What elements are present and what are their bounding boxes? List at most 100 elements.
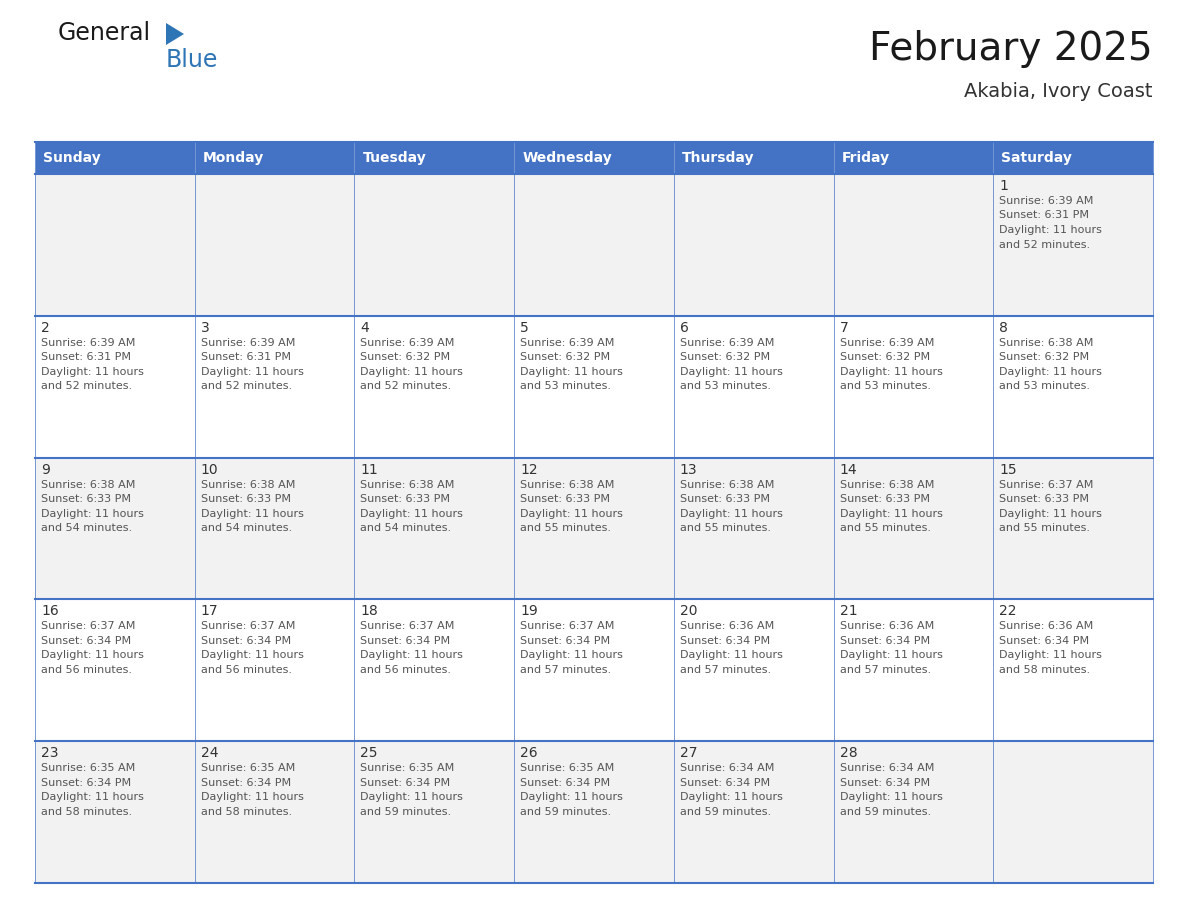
Text: and 58 minutes.: and 58 minutes. (201, 807, 292, 817)
Text: Daylight: 11 hours: Daylight: 11 hours (520, 650, 623, 660)
Text: Daylight: 11 hours: Daylight: 11 hours (42, 367, 144, 376)
Text: Daylight: 11 hours: Daylight: 11 hours (520, 792, 623, 802)
Text: Sunset: 6:31 PM: Sunset: 6:31 PM (201, 353, 291, 363)
Text: Daylight: 11 hours: Daylight: 11 hours (201, 509, 304, 519)
Text: and 54 minutes.: and 54 minutes. (42, 523, 132, 533)
Text: and 55 minutes.: and 55 minutes. (999, 523, 1091, 533)
Text: and 57 minutes.: and 57 minutes. (840, 665, 930, 675)
Text: and 54 minutes.: and 54 minutes. (360, 523, 451, 533)
Bar (834, 316, 993, 457)
Text: and 59 minutes.: and 59 minutes. (680, 807, 771, 817)
Bar (34, 142, 195, 174)
Bar (354, 142, 514, 174)
Text: Sunset: 6:32 PM: Sunset: 6:32 PM (840, 353, 930, 363)
Text: 8: 8 (999, 320, 1009, 335)
Text: 10: 10 (201, 463, 219, 476)
Text: Daylight: 11 hours: Daylight: 11 hours (999, 509, 1102, 519)
Text: and 54 minutes.: and 54 minutes. (201, 523, 292, 533)
Bar (674, 174, 834, 316)
Bar (674, 142, 834, 174)
Bar (993, 599, 1154, 741)
Text: and 58 minutes.: and 58 minutes. (999, 665, 1091, 675)
Text: Sunrise: 6:34 AM: Sunrise: 6:34 AM (840, 763, 934, 773)
Text: and 55 minutes.: and 55 minutes. (680, 523, 771, 533)
Text: Daylight: 11 hours: Daylight: 11 hours (360, 367, 463, 376)
Text: and 53 minutes.: and 53 minutes. (680, 381, 771, 391)
Text: Daylight: 11 hours: Daylight: 11 hours (680, 792, 783, 802)
Bar (34, 174, 195, 316)
Text: Daylight: 11 hours: Daylight: 11 hours (680, 650, 783, 660)
Text: Blue: Blue (166, 48, 219, 72)
Text: Sunrise: 6:38 AM: Sunrise: 6:38 AM (840, 479, 934, 489)
Text: Sunrise: 6:38 AM: Sunrise: 6:38 AM (360, 479, 455, 489)
Text: and 55 minutes.: and 55 minutes. (520, 523, 611, 533)
Bar (834, 142, 993, 174)
Text: and 56 minutes.: and 56 minutes. (42, 665, 132, 675)
Text: Sunrise: 6:35 AM: Sunrise: 6:35 AM (42, 763, 135, 773)
Text: Daylight: 11 hours: Daylight: 11 hours (840, 509, 942, 519)
Text: 22: 22 (999, 604, 1017, 619)
Bar (514, 174, 674, 316)
Bar (674, 741, 834, 883)
Text: Sunrise: 6:36 AM: Sunrise: 6:36 AM (680, 621, 775, 632)
Text: Sunrise: 6:35 AM: Sunrise: 6:35 AM (201, 763, 295, 773)
Text: Daylight: 11 hours: Daylight: 11 hours (680, 509, 783, 519)
Text: Sunset: 6:34 PM: Sunset: 6:34 PM (840, 778, 930, 788)
Text: Sunset: 6:34 PM: Sunset: 6:34 PM (999, 636, 1089, 646)
Text: Sunrise: 6:38 AM: Sunrise: 6:38 AM (680, 479, 775, 489)
Text: Sunrise: 6:36 AM: Sunrise: 6:36 AM (840, 621, 934, 632)
Text: 7: 7 (840, 320, 848, 335)
Text: Sunrise: 6:39 AM: Sunrise: 6:39 AM (520, 338, 614, 348)
Bar (195, 457, 354, 599)
Text: 4: 4 (360, 320, 369, 335)
Bar (354, 316, 514, 457)
Text: and 53 minutes.: and 53 minutes. (999, 381, 1091, 391)
Text: Daylight: 11 hours: Daylight: 11 hours (201, 792, 304, 802)
Text: 23: 23 (42, 746, 58, 760)
Bar (34, 457, 195, 599)
Text: Saturday: Saturday (1001, 151, 1072, 165)
Text: Daylight: 11 hours: Daylight: 11 hours (999, 367, 1102, 376)
Text: Daylight: 11 hours: Daylight: 11 hours (360, 650, 463, 660)
Bar (195, 316, 354, 457)
Text: and 52 minutes.: and 52 minutes. (42, 381, 132, 391)
Text: Sunset: 6:34 PM: Sunset: 6:34 PM (680, 636, 770, 646)
Text: Daylight: 11 hours: Daylight: 11 hours (520, 367, 623, 376)
Text: 3: 3 (201, 320, 209, 335)
Text: 2: 2 (42, 320, 50, 335)
Text: Daylight: 11 hours: Daylight: 11 hours (999, 650, 1102, 660)
Text: and 55 minutes.: and 55 minutes. (840, 523, 930, 533)
Text: Sunset: 6:31 PM: Sunset: 6:31 PM (999, 210, 1089, 220)
Text: 16: 16 (42, 604, 58, 619)
Text: Sunset: 6:33 PM: Sunset: 6:33 PM (999, 494, 1089, 504)
Bar (34, 741, 195, 883)
Text: Sunset: 6:32 PM: Sunset: 6:32 PM (360, 353, 450, 363)
Bar (195, 741, 354, 883)
Text: Sunrise: 6:35 AM: Sunrise: 6:35 AM (520, 763, 614, 773)
Text: and 57 minutes.: and 57 minutes. (520, 665, 612, 675)
Text: Sunset: 6:33 PM: Sunset: 6:33 PM (201, 494, 291, 504)
Text: and 53 minutes.: and 53 minutes. (840, 381, 930, 391)
Text: Daylight: 11 hours: Daylight: 11 hours (360, 509, 463, 519)
Text: 17: 17 (201, 604, 219, 619)
Text: 15: 15 (999, 463, 1017, 476)
Text: Sunrise: 6:37 AM: Sunrise: 6:37 AM (520, 621, 614, 632)
Text: Sunset: 6:32 PM: Sunset: 6:32 PM (520, 353, 611, 363)
Text: Daylight: 11 hours: Daylight: 11 hours (999, 225, 1102, 235)
Text: Sunset: 6:34 PM: Sunset: 6:34 PM (680, 778, 770, 788)
Text: Sunset: 6:33 PM: Sunset: 6:33 PM (360, 494, 450, 504)
Bar (514, 316, 674, 457)
Text: 1: 1 (999, 179, 1009, 193)
Bar (674, 457, 834, 599)
Text: Sunrise: 6:38 AM: Sunrise: 6:38 AM (999, 338, 1094, 348)
Text: General: General (58, 21, 151, 45)
Text: 14: 14 (840, 463, 858, 476)
Text: Sunset: 6:31 PM: Sunset: 6:31 PM (42, 353, 131, 363)
Text: Sunset: 6:34 PM: Sunset: 6:34 PM (520, 778, 611, 788)
Text: Daylight: 11 hours: Daylight: 11 hours (520, 509, 623, 519)
Text: and 52 minutes.: and 52 minutes. (201, 381, 292, 391)
Bar (834, 174, 993, 316)
Bar (195, 142, 354, 174)
Text: and 53 minutes.: and 53 minutes. (520, 381, 611, 391)
Bar (993, 142, 1154, 174)
